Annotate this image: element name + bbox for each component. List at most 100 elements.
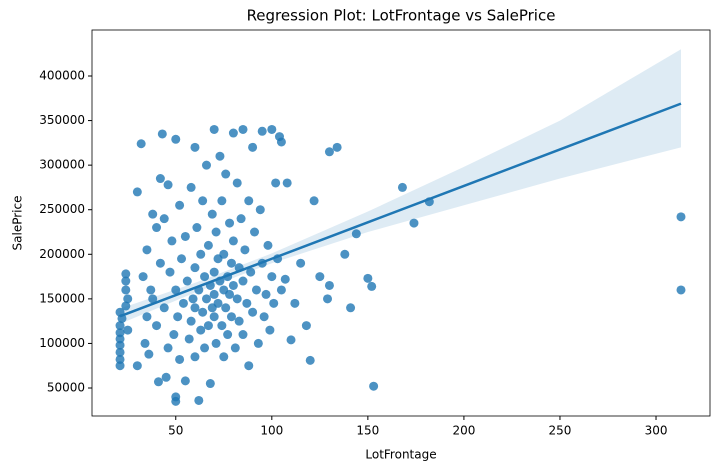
scatter-point bbox=[180, 231, 190, 241]
scatter-point bbox=[138, 272, 148, 282]
scatter-point bbox=[397, 182, 407, 192]
scatter-point bbox=[217, 321, 227, 331]
x-tick-label: 250 bbox=[549, 424, 572, 438]
scatter-point bbox=[221, 169, 231, 179]
scatter-point bbox=[230, 343, 240, 353]
scatter-point bbox=[225, 218, 235, 228]
scatter-point bbox=[301, 321, 311, 331]
scatter-point bbox=[201, 160, 211, 170]
scatter-point bbox=[265, 325, 275, 335]
scatter-point bbox=[217, 196, 227, 206]
scatter-point bbox=[259, 312, 269, 322]
scatter-point bbox=[121, 276, 131, 286]
scatter-point bbox=[248, 142, 258, 152]
scatter-point bbox=[196, 325, 206, 335]
scatter-point bbox=[153, 377, 163, 387]
scatter-point bbox=[276, 285, 286, 295]
x-tick-label: 50 bbox=[168, 424, 183, 438]
scatter-point bbox=[244, 361, 254, 371]
scatter-point bbox=[351, 229, 361, 239]
scatter-point bbox=[190, 352, 200, 362]
scatter-point bbox=[269, 298, 279, 308]
scatter-point bbox=[175, 200, 185, 210]
scatter-point bbox=[205, 379, 215, 389]
scatter-point bbox=[676, 285, 686, 295]
scatter-point bbox=[152, 321, 162, 331]
scatter-point bbox=[219, 249, 229, 259]
scatter-point bbox=[367, 281, 377, 291]
scatter-point bbox=[409, 218, 419, 228]
scatter-point bbox=[171, 134, 181, 144]
regression-line bbox=[119, 102, 682, 318]
scatter-point bbox=[267, 272, 277, 282]
scatter-point bbox=[200, 272, 210, 282]
scatter-point bbox=[248, 307, 258, 317]
scatter-point bbox=[146, 285, 156, 295]
scatter-point bbox=[178, 298, 188, 308]
scatter-point bbox=[157, 129, 167, 139]
scatter-point bbox=[363, 273, 373, 283]
y-tick-label: 200000 bbox=[39, 247, 85, 261]
scatter-point bbox=[261, 289, 271, 299]
scatter-point bbox=[155, 174, 165, 184]
scatter-point bbox=[177, 254, 187, 264]
scatter-point bbox=[121, 285, 131, 295]
scatter-point bbox=[207, 209, 217, 219]
scatter-point bbox=[171, 285, 181, 295]
chart-title: Regression Plot: LotFrontage vs SalePric… bbox=[247, 7, 556, 25]
scatter-point bbox=[296, 258, 306, 268]
scatter-point bbox=[228, 280, 238, 290]
y-tick-label: 300000 bbox=[39, 158, 85, 172]
scatter-point bbox=[201, 294, 211, 304]
scatter-point bbox=[242, 298, 252, 308]
scatter-point bbox=[115, 354, 125, 364]
scatter-point bbox=[290, 298, 300, 308]
scatter-point bbox=[250, 227, 260, 237]
scatter-point bbox=[136, 139, 146, 149]
scatter-point bbox=[186, 182, 196, 192]
y-tick-label: 400000 bbox=[39, 68, 85, 82]
scatter-point bbox=[257, 126, 267, 136]
scatter-point bbox=[159, 303, 169, 313]
scatter-point bbox=[251, 285, 261, 295]
scatter-point bbox=[198, 196, 208, 206]
scatter-point bbox=[142, 245, 152, 255]
scatter-point bbox=[148, 294, 158, 304]
scatter-point bbox=[228, 128, 238, 138]
scatter-point bbox=[167, 236, 177, 246]
scatter-point bbox=[161, 372, 171, 382]
scatter-point bbox=[246, 267, 256, 277]
scatter-point bbox=[309, 196, 319, 206]
scatter-point bbox=[132, 187, 142, 197]
scatter-point bbox=[123, 294, 133, 304]
x-tick-label: 200 bbox=[452, 424, 475, 438]
y-tick-label: 150000 bbox=[39, 291, 85, 305]
scatter-point bbox=[271, 178, 281, 188]
scatter-point bbox=[171, 396, 181, 406]
scatter-point bbox=[234, 316, 244, 326]
confidence-band bbox=[120, 49, 681, 324]
scatter-point bbox=[226, 258, 236, 268]
scatter-point bbox=[219, 352, 229, 362]
scatter-point bbox=[209, 312, 219, 322]
y-tick-label: 350000 bbox=[39, 113, 85, 127]
scatter-point bbox=[115, 328, 125, 338]
scatter-point bbox=[253, 338, 263, 348]
scatter-point bbox=[211, 338, 221, 348]
scatter-point bbox=[190, 303, 200, 313]
scatter-point bbox=[240, 245, 250, 255]
scatter-point bbox=[276, 137, 286, 147]
plot-frame bbox=[91, 29, 711, 417]
y-axis-label: SalePrice bbox=[11, 196, 25, 251]
scatter-point bbox=[173, 312, 183, 322]
scatter-point bbox=[225, 289, 235, 299]
scatter-point bbox=[121, 301, 131, 311]
scatter-point bbox=[228, 236, 238, 246]
scatter-point bbox=[163, 180, 173, 190]
scatter-point bbox=[676, 212, 686, 222]
scatter-point bbox=[115, 334, 125, 344]
scatter-point bbox=[255, 205, 265, 215]
x-tick-label: 300 bbox=[645, 424, 668, 438]
scatter-point bbox=[196, 249, 206, 259]
